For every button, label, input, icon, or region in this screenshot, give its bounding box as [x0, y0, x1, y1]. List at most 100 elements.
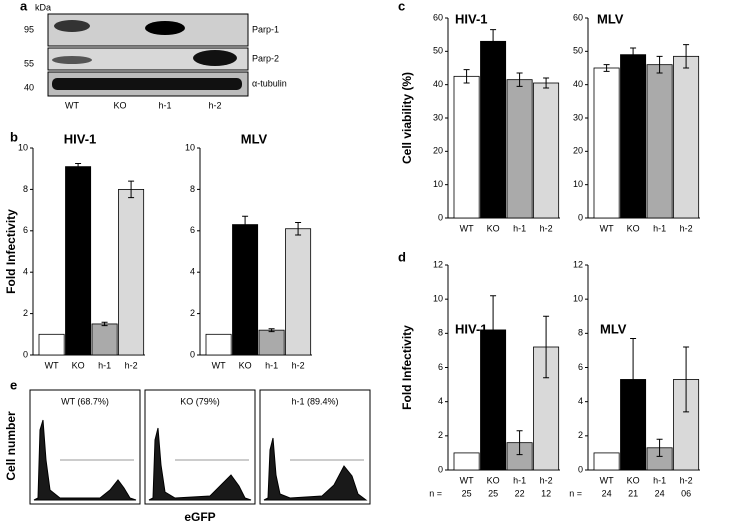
- blot-band: [145, 21, 185, 35]
- flow-plot: h-1 (89.4%): [259, 389, 371, 505]
- y-tick-label: 20: [573, 146, 583, 156]
- bar: [91, 323, 118, 356]
- n-label: 25: [488, 488, 498, 498]
- blot-lane: h-2: [208, 100, 221, 110]
- flow: Cell number eGFP WT (68.7%) KO (79%) h-1…: [4, 389, 371, 524]
- chart-title: HIV-1: [64, 131, 97, 146]
- x-tick-label: h-1: [98, 360, 111, 370]
- y-tick-label: 2: [578, 430, 583, 440]
- x-tick-label: h-2: [540, 475, 553, 485]
- bar: [506, 79, 533, 219]
- y-tick-label: 4: [190, 267, 195, 277]
- panel-label: e: [10, 377, 17, 392]
- y-tick-label: 10: [185, 142, 195, 152]
- flow-ylabel: Cell number: [4, 411, 18, 481]
- bar: [205, 333, 232, 356]
- y-tick-label: 4: [23, 267, 28, 277]
- blot-band: [54, 20, 90, 32]
- blot-lane: KO: [113, 100, 126, 110]
- error-bar: [603, 64, 610, 72]
- flow-histogram: [148, 427, 252, 501]
- x-tick-label: KO: [627, 475, 640, 485]
- panel-label: a: [20, 0, 28, 13]
- blot-marker: 55: [24, 58, 34, 68]
- bar: [65, 166, 92, 356]
- x-tick-label: h-2: [125, 360, 138, 370]
- n-label: 22: [515, 488, 525, 498]
- bar: [506, 442, 533, 471]
- x-tick-label: KO: [72, 360, 85, 370]
- x-tick-label: h-1: [653, 475, 666, 485]
- x-tick-label: h-2: [540, 223, 553, 233]
- y-tick-label: 10: [433, 294, 443, 304]
- y-tick-label: 20: [433, 146, 443, 156]
- bar: [453, 75, 480, 219]
- flow-plot: KO (79%): [144, 389, 256, 505]
- x-tick-label: WT: [600, 475, 614, 485]
- blot: kDa 95 55 40 Parp-1 Parp-2 α-tubulin WT …: [24, 2, 287, 110]
- error-bar: [516, 72, 523, 87]
- y-tick-label: 30: [573, 112, 583, 122]
- blot-marker: 95: [24, 24, 34, 34]
- blot-unit: kDa: [35, 2, 51, 12]
- bar: [593, 452, 620, 471]
- n-label: 24: [602, 488, 612, 498]
- y-tick-label: 40: [433, 79, 443, 89]
- error-bar: [543, 77, 550, 89]
- y-tick-label: 10: [18, 142, 28, 152]
- n-label: 24: [655, 488, 665, 498]
- error-bar: [543, 315, 550, 379]
- y-axis-label: Fold Infectivity: [4, 209, 18, 294]
- x-tick-label: WT: [45, 360, 59, 370]
- error-bar: [656, 438, 663, 457]
- blot-marker: 40: [24, 82, 34, 92]
- blot-band-label: α-tubulin: [252, 78, 287, 88]
- error-bar: [101, 321, 108, 327]
- x-tick-label: WT: [460, 475, 474, 485]
- y-tick-label: 2: [438, 430, 443, 440]
- error-bar: [683, 44, 690, 69]
- y-tick-label: 12: [573, 259, 583, 269]
- blot-band: [52, 56, 92, 64]
- error-bar: [630, 47, 637, 62]
- blot-band: [193, 50, 237, 66]
- panel-label: b: [10, 129, 18, 144]
- y-tick-label: 8: [23, 184, 28, 194]
- x-tick-label: KO: [487, 475, 500, 485]
- y-tick-label: 12: [433, 259, 443, 269]
- chart-title: MLV: [600, 321, 627, 336]
- bar: [232, 224, 259, 356]
- chart-title: HIV-1: [455, 321, 488, 336]
- blot-band: [52, 78, 242, 90]
- x-tick-label: KO: [487, 223, 500, 233]
- bar: [673, 55, 700, 219]
- error-bar: [630, 337, 637, 421]
- n-prefix: n =: [569, 488, 582, 498]
- y-tick-label: 6: [438, 362, 443, 372]
- n-label: 06: [681, 488, 691, 498]
- blot-band-label: Parp-2: [252, 53, 279, 63]
- y-tick-label: 10: [573, 179, 583, 189]
- bar: [480, 40, 507, 219]
- error-bar: [242, 215, 249, 234]
- bar: [533, 82, 560, 219]
- error-bar: [683, 346, 690, 413]
- error-bar: [490, 295, 497, 365]
- y-tick-label: 6: [190, 225, 195, 235]
- y-tick-label: 0: [578, 464, 583, 474]
- flow-histogram: [33, 419, 137, 501]
- n-label: 25: [462, 488, 472, 498]
- error-bar: [656, 55, 663, 74]
- error-bar: [295, 222, 302, 236]
- bar: [258, 329, 285, 356]
- flow-sample: h-1 (89.4%): [291, 396, 338, 406]
- blot-band-label: Parp-1: [252, 24, 279, 34]
- x-tick-label: KO: [239, 360, 252, 370]
- y-tick-label: 0: [578, 212, 583, 222]
- y-tick-label: 6: [578, 362, 583, 372]
- x-tick-label: h-1: [513, 223, 526, 233]
- y-tick-label: 0: [438, 464, 443, 474]
- y-tick-label: 40: [573, 79, 583, 89]
